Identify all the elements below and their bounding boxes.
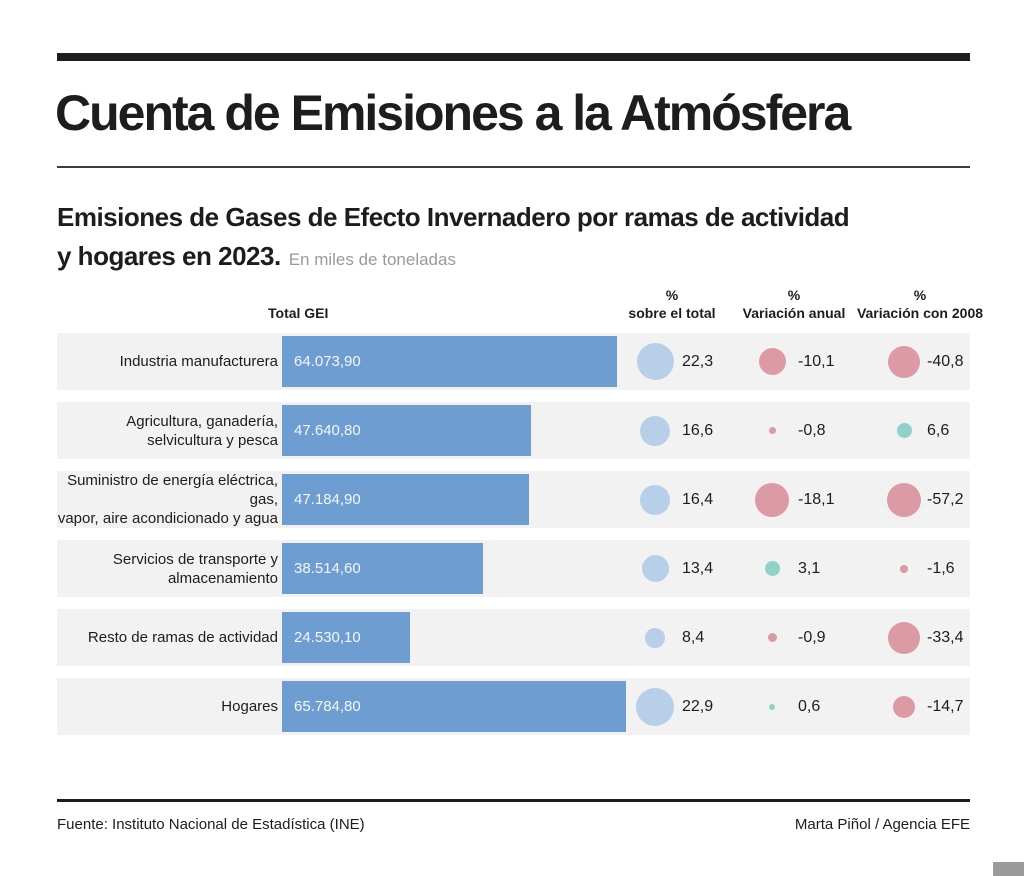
pct-total-bubble	[641, 555, 669, 582]
pct-total-bubble	[636, 343, 674, 380]
variation-annual-value: -0,8	[798, 421, 826, 439]
bar-value-label: 38.514,60	[294, 560, 361, 577]
row-label: Suministro de energía eléctrica, gas, va…	[57, 472, 278, 527]
variation-annual-bubble	[758, 348, 786, 375]
table-row: Agricultura, ganadería, selvicultura y p…	[57, 402, 970, 459]
bar-value-label: 47.184,90	[294, 491, 361, 508]
bar-value-label: 65.784,80	[294, 698, 361, 715]
column-header-variation-annual: % Variación anual	[729, 286, 859, 322]
total-gei-bar: 64.073,90	[282, 336, 617, 387]
variation-annual-value: 0,6	[798, 697, 821, 715]
variation-annual-bubble	[767, 633, 777, 642]
table-row: Suministro de energía eléctrica, gas, va…	[57, 471, 970, 528]
column-header-pct-total-bottom: sobre el total	[628, 305, 716, 321]
column-header-variation-annual-bottom: Variación anual	[742, 305, 846, 321]
column-header-pct-total: % sobre el total	[612, 286, 732, 322]
scrollbar-corner[interactable]	[993, 862, 1024, 876]
subtitle-text-1: Emisiones de Gases de Efecto Invernadero…	[57, 202, 850, 232]
pct-total-bubble	[645, 627, 665, 648]
variation-annual-bubble	[768, 427, 776, 434]
subtitle-text-2: y hogares en 2023.	[57, 241, 281, 271]
variation-2008-value: 6,6	[927, 421, 950, 439]
subtitle-line-2: y hogares en 2023. En miles de toneladas	[57, 239, 977, 278]
column-header-total-gei: Total GEI	[268, 305, 329, 321]
unit-note: En miles de toneladas	[288, 250, 456, 269]
total-gei-bar: 38.514,60	[282, 543, 483, 594]
chart-subtitle: Emisiones de Gases de Efecto Invernadero…	[57, 200, 977, 278]
pct-total-value: 16,6	[682, 421, 714, 439]
variation-annual-value: -0,9	[798, 628, 826, 646]
variation-annual-value: -18,1	[798, 490, 835, 508]
chart-rows: Industria manufacturera 64.073,90 22,3 -10,…	[57, 333, 970, 735]
variation-2008-value: -33,4	[927, 628, 964, 646]
column-header-variation-annual-top: %	[787, 287, 801, 303]
credit-note: Marta Piñol / Agencia EFE	[794, 816, 970, 833]
row-label: Agricultura, ganadería, selvicultura y p…	[126, 412, 278, 449]
table-row: Industria manufacturera 64.073,90 22,3 -10,…	[57, 333, 970, 390]
column-header-pct-total-top: %	[665, 287, 679, 303]
pct-total-value: 16,4	[682, 490, 714, 508]
variation-annual-bubble	[764, 561, 780, 576]
variation-2008-value: -1,6	[927, 559, 955, 577]
total-gei-bar: 65.784,80	[282, 681, 626, 732]
pct-total-bubble	[640, 415, 670, 446]
variation-annual-bubble	[769, 703, 775, 710]
pct-total-bubble	[636, 687, 674, 726]
pct-total-value: 22,9	[682, 697, 714, 715]
pct-total-value: 8,4	[682, 628, 705, 646]
table-row: Hogares 65.784,80 22,9 0,6 -14,7	[57, 678, 970, 735]
total-gei-bar: 24.530,10	[282, 612, 410, 663]
variation-2008-bubble	[888, 621, 920, 654]
pct-total-value: 22,3	[682, 352, 714, 370]
column-headers: Total GEI % sobre el total % Variación a…	[57, 284, 997, 324]
variation-annual-value: 3,1	[798, 559, 821, 577]
bar-value-label: 47.640,80	[294, 422, 361, 439]
row-label: Hogares	[221, 698, 278, 715]
variation-annual-bubble	[755, 482, 789, 517]
subtitle-line-1: Emisiones de Gases de Efecto Invernadero…	[57, 200, 977, 239]
footer: Fuente: Instituto Nacional de Estadístic…	[57, 816, 970, 833]
variation-2008-bubble	[888, 345, 920, 378]
title-divider	[57, 166, 970, 168]
variation-2008-bubble	[893, 695, 915, 718]
total-gei-bar: 47.640,80	[282, 405, 531, 456]
table-row: Servicios de transporte y almacenamiento…	[57, 540, 970, 597]
column-header-variation-2008-bottom: Variación con 2008	[856, 305, 984, 321]
variation-2008-value: -57,2	[927, 490, 964, 508]
column-header-variation-2008: % Variación con 2008	[845, 286, 995, 322]
variation-annual-value: -10,1	[798, 352, 835, 370]
row-label: Resto de ramas de actividad	[87, 629, 278, 646]
bar-value-label: 64.073,90	[294, 353, 361, 370]
row-label: Servicios de transporte y almacenamiento	[112, 550, 278, 587]
pct-total-bubble	[640, 484, 670, 515]
table-row: Resto de ramas de actividad 24.530,10 8,4 -…	[57, 609, 970, 666]
row-label: Industria manufacturera	[119, 353, 278, 370]
column-header-variation-2008-top: %	[913, 287, 927, 303]
footer-divider	[57, 799, 970, 802]
variation-2008-bubble	[896, 423, 912, 438]
variation-2008-bubble	[887, 482, 921, 517]
source-note: Fuente: Instituto Nacional de Estadístic…	[57, 816, 365, 833]
page-title: Cuenta de Emisiones a la Atmósfera	[55, 85, 851, 141]
variation-2008-value: -40,8	[927, 352, 964, 370]
total-gei-bar: 47.184,90	[282, 474, 529, 525]
top-rule	[57, 53, 970, 61]
variation-2008-value: -14,7	[927, 697, 964, 715]
pct-total-value: 13,4	[682, 559, 714, 577]
bar-value-label: 24.530,10	[294, 629, 361, 646]
variation-2008-bubble	[900, 564, 908, 573]
